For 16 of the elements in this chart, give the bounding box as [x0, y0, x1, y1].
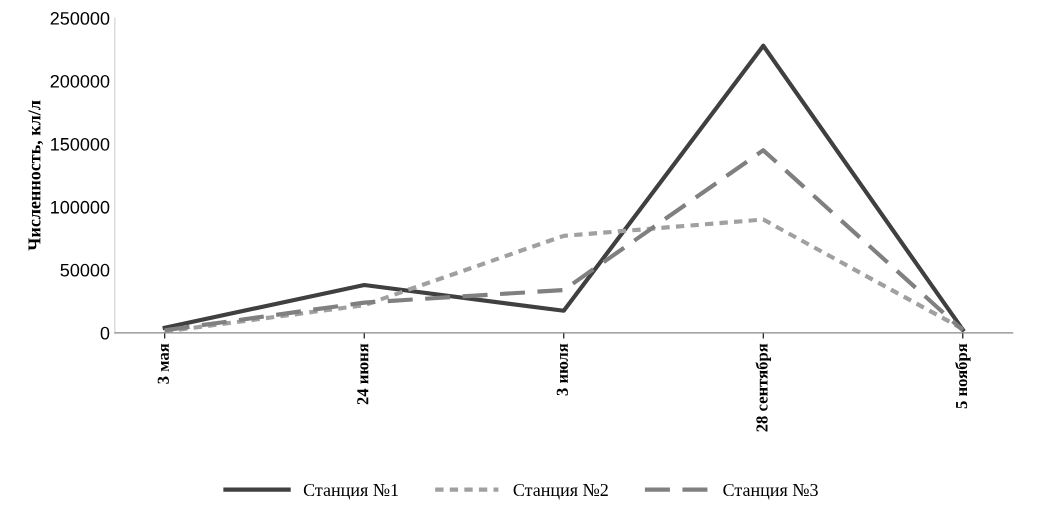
x-tick-label: 24 июня — [357, 343, 369, 405]
y-axis-title: Численность, кл/л — [28, 100, 44, 251]
y-tick-label: 0 — [100, 326, 110, 340]
y-tick-label: 250000 — [50, 11, 110, 25]
y-tick-label: 150000 — [51, 137, 110, 151]
legend-label: Станция №2 — [513, 483, 608, 500]
y-tick-label: 200000 — [50, 74, 110, 88]
y-tick-label: 100000 — [51, 200, 110, 214]
x-tick-label: 3 мая — [157, 343, 169, 384]
line-series — [162, 43, 965, 332]
y-tick-label: 50000 — [60, 263, 110, 277]
x-tick-label: 5 ноября — [955, 343, 971, 409]
legend-label: Станция №3 — [723, 483, 818, 500]
x-tick-label: 3 июля — [556, 343, 568, 396]
legend-label: Станция №1 — [303, 483, 398, 500]
x-tick-label: 28 сентября — [755, 343, 772, 432]
